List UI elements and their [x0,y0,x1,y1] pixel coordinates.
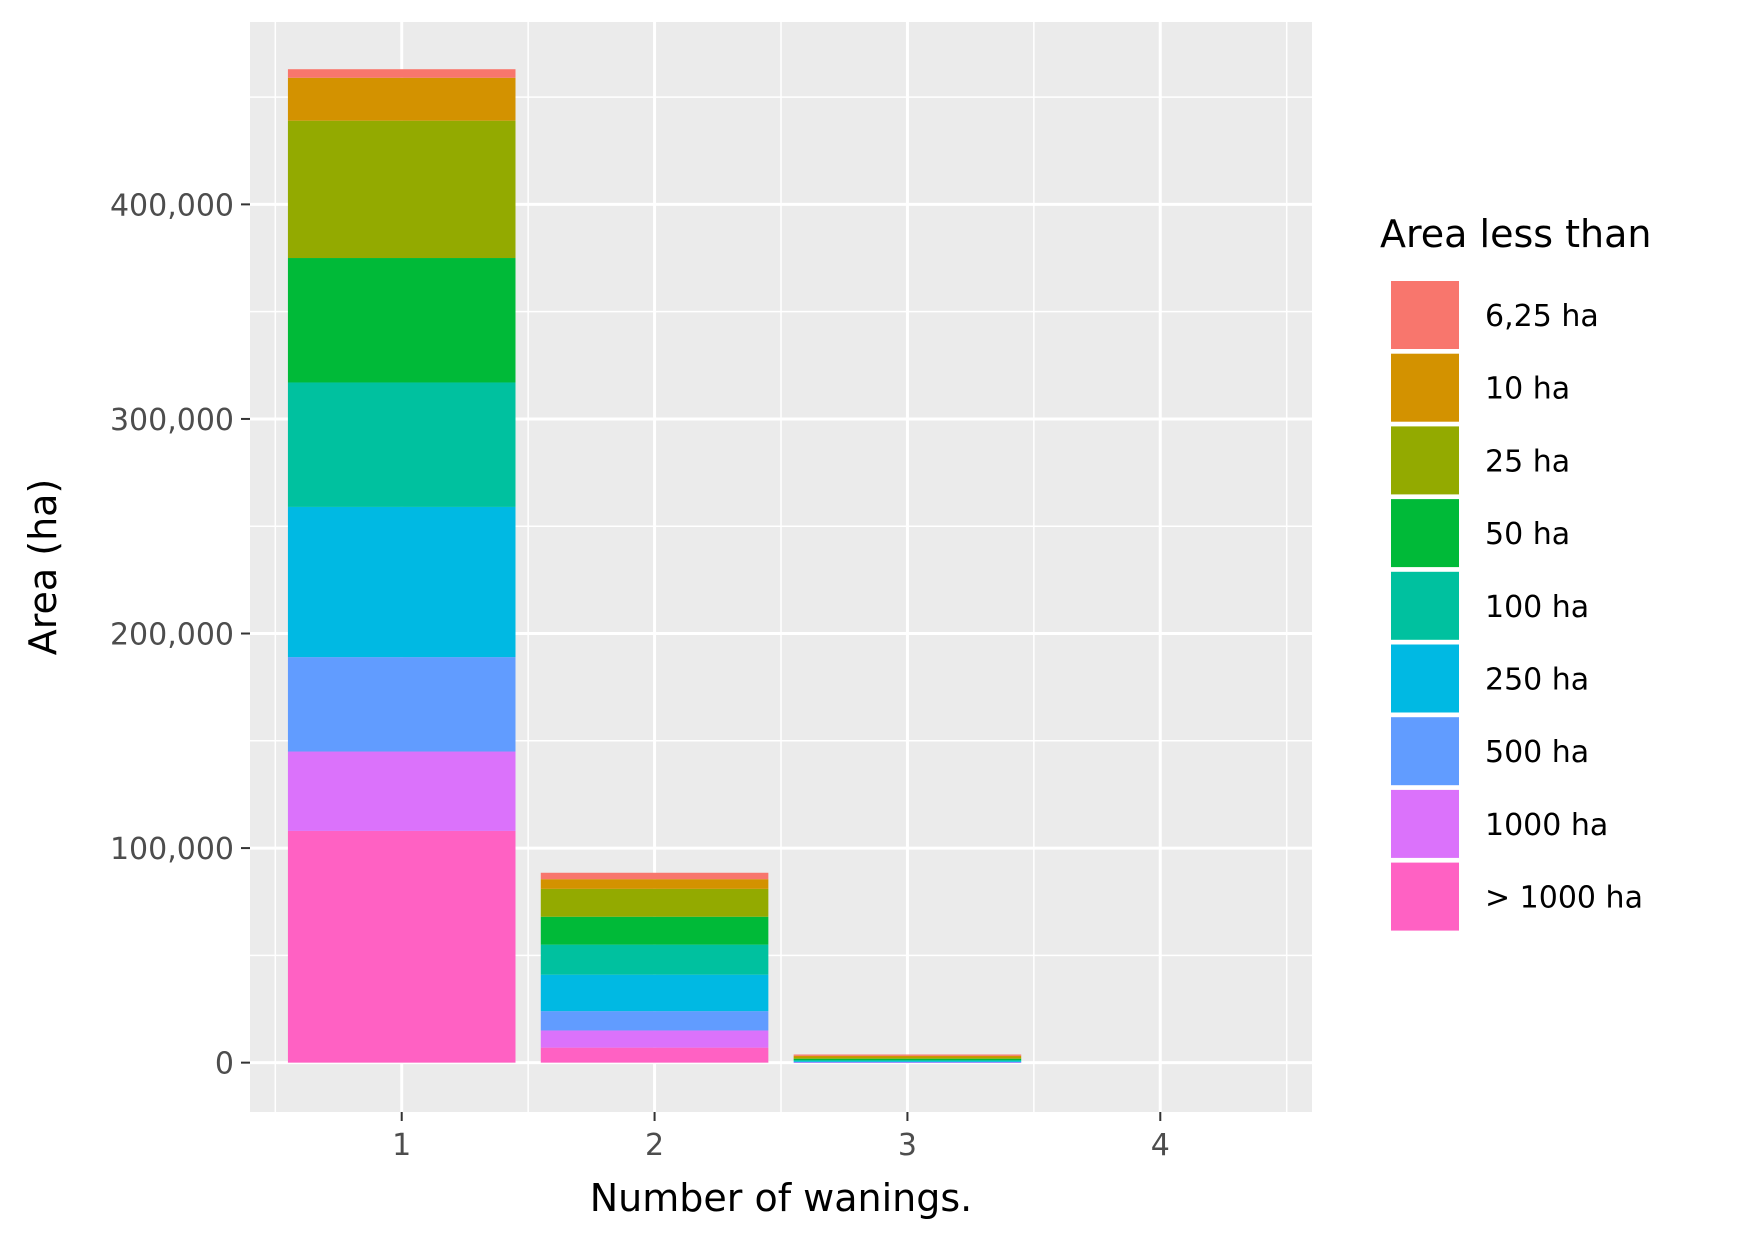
bar-segment [540,1047,769,1063]
bar-segment [793,1062,1022,1063]
x-tick-label: 4 [1151,1128,1170,1163]
bar-segment [793,1062,1022,1063]
legend-label: 50 ha [1485,517,1570,552]
legend-label: > 1000 ha [1485,881,1643,916]
y-tick-label: 300,000 [110,403,234,438]
y-axis-title: Area (ha) [21,479,65,656]
legend-label: 500 ha [1485,735,1589,770]
legend-key [1389,569,1461,642]
bar-segment [540,974,769,1012]
x-axis: 1 2 3 4 [392,1112,1170,1163]
bar-segment [540,888,769,917]
bar-segment [793,1060,1022,1062]
legend-label: 100 ha [1485,590,1589,625]
bar-segment [793,1061,1022,1063]
x-tick-label: 3 [898,1128,917,1163]
bar-segment [540,944,769,975]
bar-segment [287,382,516,507]
legend-title: Area less than [1380,212,1652,256]
bar-segment [287,77,516,121]
legend-key [1389,642,1461,715]
legend-key [1389,279,1461,351]
x-tick-label: 2 [645,1128,664,1163]
legend-label: 1000 ha [1485,808,1608,843]
bar-segment [793,1054,1022,1056]
y-tick-label: 200,000 [110,618,234,653]
bar-segment [287,120,516,259]
bar-segment [793,1055,1022,1058]
bar-segment [793,1057,1022,1059]
y-tick-label: 100,000 [110,832,234,867]
legend-label: 10 ha [1485,372,1570,407]
bar-segment [287,506,516,658]
legend: Area less than 6,25 ha 10 ha 25 ha 50 ha 100… [1380,212,1652,933]
y-axis: 0 100,000 200,000 300,000 400,000 [110,188,250,1082]
legend-label: 250 ha [1485,663,1589,698]
bar-segment [287,258,516,383]
y-tick-label: 0 [215,1047,234,1082]
legend-key [1389,715,1461,788]
bar-segment [287,69,516,78]
bar-segment [540,879,769,889]
x-axis-title: Number of wanings. [590,1176,973,1220]
legend-key [1389,497,1461,570]
legend-key [1389,424,1461,497]
legend-label: 6,25 ha [1485,299,1599,334]
legend-key [1389,351,1461,424]
bar-segment [540,1011,769,1031]
x-tick-label: 1 [392,1128,411,1163]
legend-key [1389,787,1461,860]
bar-segment [793,1058,1022,1061]
legend-label: 25 ha [1485,444,1570,479]
bar-segment [287,830,516,1063]
legend-key [1389,860,1461,933]
bar-segment [287,751,516,831]
bar-stacks [287,69,1022,1063]
bar-segment [540,916,769,945]
bar-segment [540,1030,769,1048]
bar-segment [540,872,769,880]
y-tick-label: 400,000 [110,188,234,223]
bar-segment [287,657,516,752]
